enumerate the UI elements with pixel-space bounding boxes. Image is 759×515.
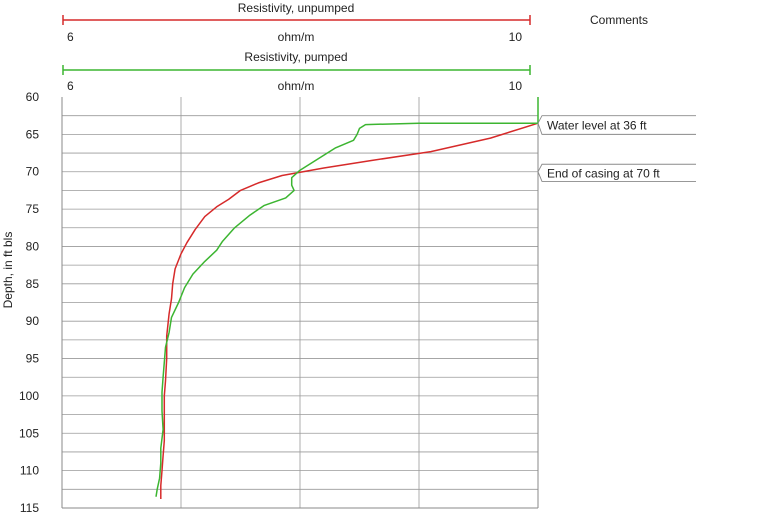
unpumped-track-title: Resistivity, unpumped (238, 1, 355, 15)
depth-tick-label: 60 (26, 90, 40, 104)
depth-tick-label: 75 (26, 202, 40, 216)
depth-tick-label: 100 (19, 389, 39, 403)
pumped-scale-min: 6 (67, 79, 74, 93)
unpumped-scale-unit: ohm/m (278, 30, 315, 44)
depth-tick-label: 85 (26, 277, 40, 291)
callout-bracket (537, 163, 696, 182)
depth-tick-label: 105 (19, 426, 39, 440)
pumped-track-header: Resistivity, pumped 6 ohm/m 10 (62, 50, 531, 93)
pumped-scale-unit: ohm/m (278, 79, 315, 93)
pumped-resistivity-line (155, 97, 539, 497)
callout-text: End of casing at 70 ft (547, 166, 660, 180)
end-of-casing-callout: End of casing at 70 ft (537, 163, 696, 182)
depth-tick-label: 110 (20, 464, 39, 478)
resistivity-curves (155, 97, 539, 499)
unpumped-scale-min: 6 (67, 30, 74, 44)
depth-tick-labels: 60 65 70 75 80 85 90 95 100 105 110 115 (19, 90, 39, 515)
depth-tick-label: 65 (26, 127, 40, 141)
unpumped-track-header: Resistivity, unpumped 6 ohm/m 10 (62, 1, 531, 44)
plot-grid (61, 97, 539, 509)
comment-annotations: Water level at 36 ft End of casing at 70 … (537, 115, 696, 182)
depth-tick-label: 80 (26, 239, 40, 253)
callout-text: Water level at 36 ft (547, 119, 647, 133)
comments-header: Comments (590, 13, 648, 27)
unpumped-resistivity-line (160, 122, 539, 499)
unpumped-scale-max: 10 (509, 30, 523, 44)
pumped-track-title: Resistivity, pumped (244, 50, 347, 64)
depth-tick-label: 90 (26, 314, 40, 328)
depth-tick-label: 70 (26, 165, 40, 179)
pumped-scale-max: 10 (509, 79, 523, 93)
depth-tick-label: 115 (20, 501, 39, 515)
callout-bracket (537, 115, 696, 135)
water-level-callout: Water level at 36 ft (537, 115, 696, 135)
depth-tick-label: 95 (26, 352, 40, 366)
depth-axis-label: Depth, in ft bls (1, 232, 15, 309)
